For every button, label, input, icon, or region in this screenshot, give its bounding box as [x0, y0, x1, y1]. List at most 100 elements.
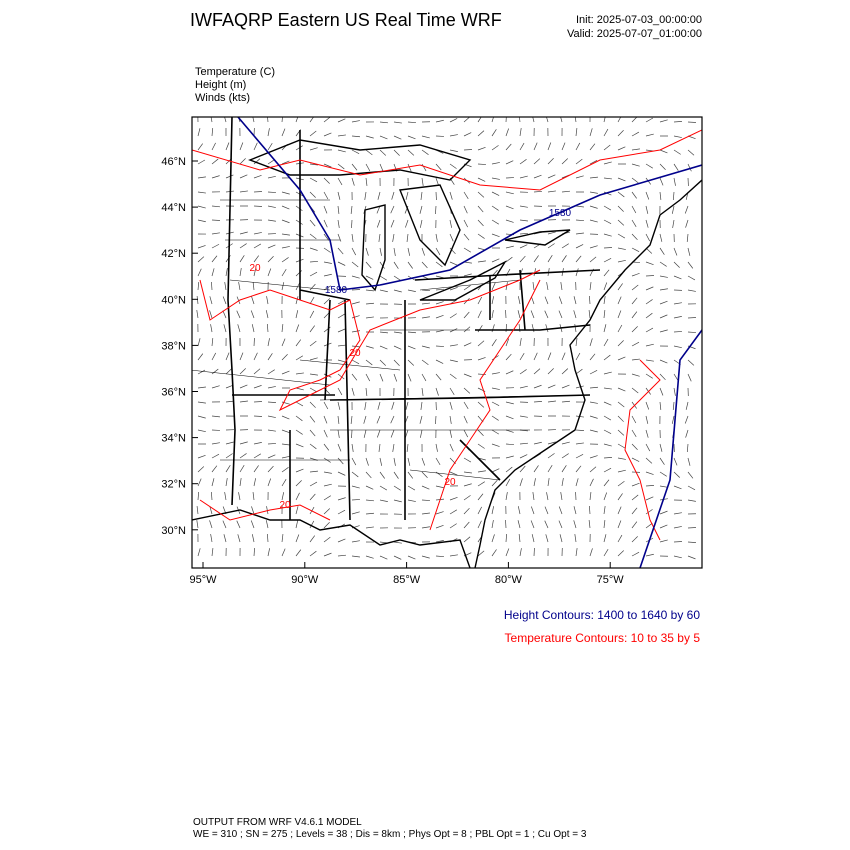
wind-barb	[449, 415, 452, 424]
wind-barb	[449, 118, 458, 123]
wind-barb	[309, 130, 317, 137]
wind-barb	[237, 324, 241, 333]
wind-barb	[239, 400, 248, 403]
wind-barb	[645, 553, 654, 557]
wind-barb	[393, 457, 396, 466]
wind-barb	[323, 495, 331, 501]
wind-barb	[225, 465, 231, 473]
wind-barb	[281, 354, 288, 361]
wind-barb	[558, 520, 563, 529]
height-contour-info: Height Contours: 1400 to 1640 by 60	[504, 608, 700, 622]
wind-barb	[365, 163, 371, 172]
wind-barb	[449, 344, 458, 347]
wind-barb	[560, 492, 563, 501]
wind-barb	[351, 387, 355, 396]
wind-barb	[281, 160, 290, 165]
wind-barb	[673, 526, 682, 529]
wind-barb	[477, 233, 485, 239]
wind-barb	[491, 129, 497, 137]
wind-barb	[420, 191, 423, 200]
wind-barb	[281, 205, 290, 210]
wind-barb	[603, 282, 608, 291]
wind-barb	[379, 359, 386, 366]
wind-barb	[547, 368, 554, 375]
wind-barb	[196, 520, 199, 529]
wind-barb	[491, 177, 500, 180]
wind-barb	[575, 205, 584, 208]
wind-barb	[222, 310, 227, 319]
field-name: Temperature (C)	[195, 66, 275, 78]
wind-barb	[491, 520, 494, 529]
wind-barb	[687, 457, 691, 466]
wind-barb	[673, 345, 682, 349]
wind-barb	[558, 310, 563, 319]
wind-barb	[295, 468, 304, 473]
wind-barb	[575, 454, 584, 459]
wind-barb	[533, 441, 542, 445]
wind-barb	[365, 373, 371, 382]
wind-barb	[491, 310, 494, 319]
wind-barb	[463, 326, 471, 333]
wind-barb	[421, 247, 425, 256]
wind-barb	[477, 146, 486, 151]
wind-barb	[631, 551, 640, 557]
wind-barb	[295, 282, 300, 291]
wind-barb	[561, 465, 567, 473]
wind-barb	[477, 520, 482, 529]
wind-barb	[463, 261, 472, 264]
wind-barb	[561, 441, 570, 445]
wind-barb	[421, 135, 430, 139]
wind-barb	[645, 522, 653, 529]
wind-barb	[530, 310, 535, 319]
wind-barb	[337, 118, 346, 123]
wind-barb	[603, 296, 606, 305]
wind-barb	[435, 457, 441, 466]
wind-barb	[379, 457, 383, 466]
wind-barb	[659, 485, 668, 488]
contour-labels: 1580 1580 20 20 20 20	[249, 208, 571, 511]
wind-barb	[687, 373, 692, 382]
height-label: 1580	[325, 285, 348, 296]
wind-barb	[225, 453, 233, 459]
wind-barb	[546, 117, 549, 123]
init-time: Init: 2025-07-03_00:00:00	[576, 14, 702, 26]
wind-barb	[337, 149, 346, 153]
wind-barb	[407, 345, 416, 350]
wind-barb	[645, 471, 654, 475]
wind-barb	[505, 429, 514, 433]
wind-barb	[351, 301, 360, 305]
wind-barb	[309, 470, 318, 473]
wind-barb	[421, 359, 429, 366]
wind-barb	[379, 373, 384, 382]
footer-model: OUTPUT FROM WRF V4.6.1 MODEL	[193, 817, 362, 828]
wind-barb	[617, 457, 626, 460]
wind-barb	[505, 533, 507, 543]
wind-barb	[671, 205, 675, 214]
wind-barb	[197, 429, 206, 433]
wind-barb	[351, 247, 357, 256]
wind-barb	[222, 296, 227, 305]
wind-barb	[659, 177, 664, 186]
wind-barb	[420, 401, 423, 410]
temperature-label: 20	[444, 477, 456, 488]
wind-barb	[266, 506, 269, 515]
wind-barb	[365, 555, 374, 559]
wind-barb	[267, 369, 275, 375]
wind-barb	[449, 373, 457, 380]
wind-barb	[617, 247, 626, 250]
wind-barb	[393, 275, 401, 281]
wind-barb	[589, 429, 598, 433]
wind-barb	[309, 401, 316, 408]
wind-barb	[659, 247, 665, 255]
wind-barb	[672, 401, 675, 410]
wind-barb	[323, 471, 332, 474]
wind-barb	[477, 373, 486, 376]
temperature-label: 20	[279, 500, 291, 511]
wind-barb	[323, 261, 332, 264]
wind-barb	[463, 311, 470, 319]
wind-barb	[685, 429, 689, 438]
wind-barb	[351, 485, 360, 489]
wind-barb	[379, 499, 388, 502]
wind-barb	[631, 219, 637, 228]
wind-barb	[547, 384, 556, 389]
